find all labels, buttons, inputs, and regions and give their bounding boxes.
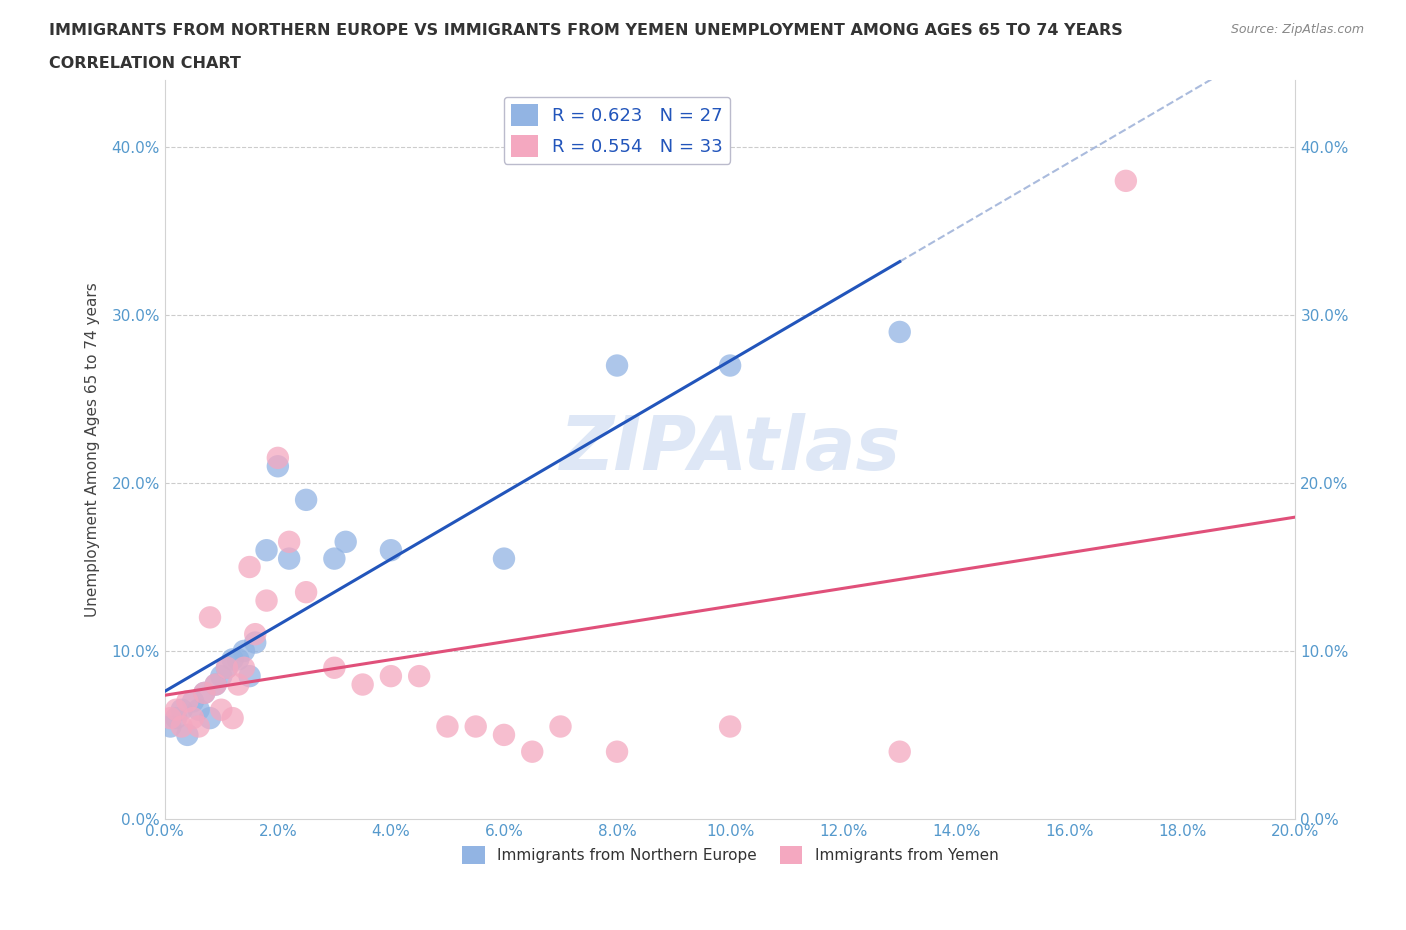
Point — [181, 694, 204, 709]
Point — [181, 711, 204, 725]
Point — [352, 677, 374, 692]
Point — [295, 492, 318, 507]
Point — [335, 535, 357, 550]
Point — [889, 325, 911, 339]
Point — [209, 702, 232, 717]
Point — [380, 543, 402, 558]
Point — [232, 660, 254, 675]
Point — [226, 677, 249, 692]
Point — [165, 702, 187, 717]
Point — [718, 358, 741, 373]
Legend: Immigrants from Northern Europe, Immigrants from Yemen: Immigrants from Northern Europe, Immigra… — [456, 840, 1004, 870]
Point — [256, 593, 278, 608]
Text: IMMIGRANTS FROM NORTHERN EUROPE VS IMMIGRANTS FROM YEMEN UNEMPLOYMENT AMONG AGES: IMMIGRANTS FROM NORTHERN EUROPE VS IMMIG… — [49, 23, 1123, 38]
Point — [889, 744, 911, 759]
Point — [159, 711, 181, 725]
Point — [380, 669, 402, 684]
Point — [176, 694, 198, 709]
Point — [492, 727, 515, 742]
Point — [295, 585, 318, 600]
Point — [522, 744, 544, 759]
Text: ZIPAtlas: ZIPAtlas — [560, 413, 901, 486]
Point — [221, 711, 243, 725]
Point — [256, 543, 278, 558]
Point — [464, 719, 486, 734]
Point — [1115, 173, 1137, 188]
Point — [408, 669, 430, 684]
Point — [323, 660, 346, 675]
Point — [550, 719, 572, 734]
Point — [187, 719, 209, 734]
Point — [278, 535, 301, 550]
Point — [176, 727, 198, 742]
Point — [170, 702, 193, 717]
Point — [187, 702, 209, 717]
Point — [193, 685, 215, 700]
Point — [267, 450, 290, 465]
Point — [245, 627, 267, 642]
Point — [215, 660, 238, 675]
Point — [204, 677, 226, 692]
Point — [492, 551, 515, 566]
Point — [204, 677, 226, 692]
Point — [198, 610, 221, 625]
Point — [245, 635, 267, 650]
Point — [198, 711, 221, 725]
Point — [267, 458, 290, 473]
Point — [606, 358, 628, 373]
Point — [165, 711, 187, 725]
Point — [323, 551, 346, 566]
Point — [159, 719, 181, 734]
Point — [239, 560, 262, 575]
Point — [718, 719, 741, 734]
Point — [232, 644, 254, 658]
Point — [193, 685, 215, 700]
Point — [606, 744, 628, 759]
Point — [170, 719, 193, 734]
Text: CORRELATION CHART: CORRELATION CHART — [49, 56, 240, 71]
Point — [209, 669, 232, 684]
Y-axis label: Unemployment Among Ages 65 to 74 years: Unemployment Among Ages 65 to 74 years — [86, 282, 100, 617]
Point — [278, 551, 301, 566]
Point — [215, 660, 238, 675]
Point — [239, 669, 262, 684]
Point — [221, 652, 243, 667]
Point — [226, 652, 249, 667]
Text: Source: ZipAtlas.com: Source: ZipAtlas.com — [1230, 23, 1364, 36]
Point — [436, 719, 458, 734]
